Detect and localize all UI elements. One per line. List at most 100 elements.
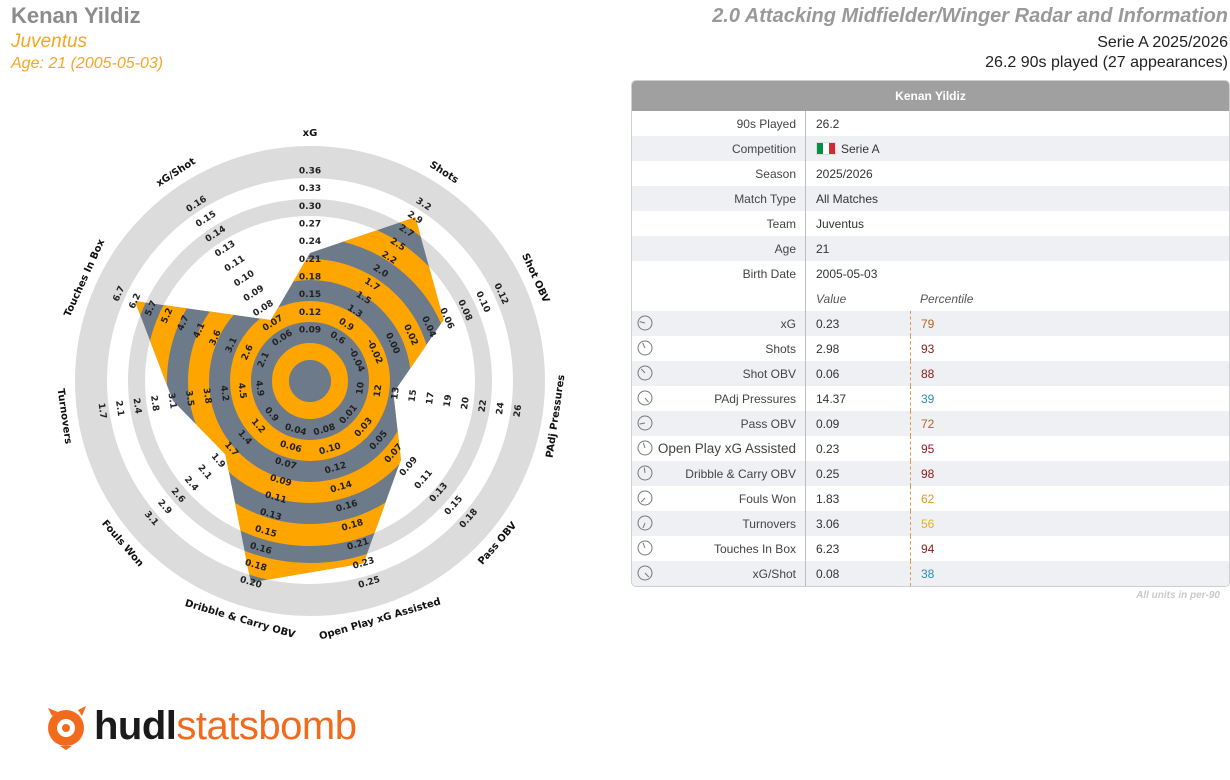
percentile-dial-icon: [637, 465, 653, 481]
metric-row: PAdj Pressures 14.37 39: [632, 386, 1229, 411]
metric-value: 14.37: [816, 391, 847, 406]
metric-value: 0.08: [816, 566, 840, 581]
radar-tick-label: 0.15: [299, 290, 321, 300]
radar-title: 2.0 Attacking Midfielder/Winger Radar an…: [712, 5, 1228, 27]
metric-percentile-text: 72: [921, 416, 935, 431]
radar-tick-label: 0.21: [299, 255, 321, 265]
info-empty: [910, 236, 1210, 261]
metric-label: Dribble & Carry OBV: [632, 461, 806, 486]
radar-tick-label: 17: [425, 391, 437, 405]
radar-tick-label: 0.09: [398, 455, 420, 478]
radar-tick-label: 3.8: [201, 387, 213, 404]
metric-value: 1.83: [816, 491, 840, 506]
radar-tick-label: 0.24: [299, 237, 321, 247]
metric-percentile-text: 95: [921, 441, 935, 456]
info-value-text: Serie A: [841, 141, 880, 156]
radar-axis-label: Turnovers: [55, 388, 74, 445]
metric-label: Open Play xG Assisted: [632, 436, 806, 461]
metric-header-row: Value Percentile: [632, 286, 1229, 311]
info-row: Competition Serie A: [632, 136, 1229, 161]
percentile-dial-icon: [637, 565, 653, 581]
radar-tick-label: 1.9: [209, 452, 227, 471]
metric-row: Fouls Won 1.83 62: [632, 486, 1229, 511]
statsbomb-logo-icon: [48, 706, 86, 750]
radar-tick-label: 12: [373, 384, 385, 398]
info-label: Match Type: [632, 186, 806, 211]
radar-tick-label: 0.09: [242, 284, 266, 304]
metric-label-text: Dribble & Carry OBV: [685, 466, 796, 481]
value-column-header: Value: [816, 291, 847, 306]
radar-tick-label: 20: [460, 396, 472, 410]
radar-tick-label: 3.5: [183, 390, 195, 407]
info-value-text: 21: [816, 241, 830, 256]
radar-tick-label: 0.18: [299, 273, 321, 283]
metric-row: xG/Shot 0.08 38: [632, 561, 1229, 586]
info-value: 2025/2026: [806, 161, 910, 186]
radar-tick-label: 0.11: [413, 468, 435, 491]
info-value: 2005-05-03: [806, 261, 910, 286]
metric-row: Pass OBV 0.09 72: [632, 411, 1229, 436]
metric-percentile: 79: [910, 311, 1210, 336]
metric-percentile: 88: [910, 361, 1210, 386]
metric-label-text: PAdj Pressures: [714, 391, 796, 406]
info-empty: [910, 186, 1210, 211]
metric-label: Fouls Won: [632, 486, 806, 511]
metric-label: Touches In Box: [632, 536, 806, 561]
metric-value: 2.98: [816, 341, 840, 356]
percentile-dial-icon: [637, 515, 653, 531]
metric-value: 0.23: [816, 316, 840, 331]
radar-tick-label: 0.12: [299, 308, 321, 318]
percentile-column-header: Percentile: [920, 291, 974, 306]
metric-percentile: 39: [910, 386, 1210, 411]
metric-label-text: xG/Shot: [752, 566, 796, 581]
info-label: Team: [632, 211, 806, 236]
metric-label: Shots: [632, 336, 806, 361]
info-label: Age: [632, 236, 806, 261]
metric-percentile: 72: [910, 411, 1210, 436]
radar-tick-label: 0.36: [299, 167, 321, 177]
metric-row: Shot OBV 0.06 88: [632, 361, 1229, 386]
radar-tick-label: 2.1: [195, 463, 213, 482]
info-empty: [910, 261, 1210, 286]
radar-tick-label: 2.9: [155, 498, 173, 517]
metric-label-text: Shot OBV: [742, 366, 796, 381]
percentile-dial-icon: [637, 490, 653, 506]
logo-text-statsbomb: statsbomb: [176, 704, 357, 748]
info-empty: [910, 161, 1210, 186]
metric-label: Pass OBV: [632, 411, 806, 436]
radar-tick-label: 4.5: [235, 382, 247, 399]
metric-label-text: Touches In Box: [713, 541, 796, 556]
metric-row: Shots 2.98 93: [632, 336, 1229, 361]
metric-percentile: 38: [910, 561, 1210, 586]
percentile-dial-icon: [637, 315, 653, 331]
player-info-table: Kenan Yildiz 90s Played 26.2 Competition Se…: [631, 80, 1230, 587]
metric-percentile-text: 56: [921, 516, 935, 531]
info-row: Team Juventus: [632, 211, 1229, 236]
radar-tick-label: 22: [478, 399, 490, 413]
info-value-text: 2025/2026: [816, 166, 873, 181]
metric-label-text: Open Play xG Assisted: [657, 441, 796, 456]
info-value: All Matches: [806, 186, 910, 211]
metric-value: 6.23: [816, 541, 840, 556]
metric-percentile: 56: [910, 511, 1210, 536]
metric-header-label: [632, 286, 806, 311]
italy-flag-icon: [816, 142, 836, 155]
metric-label: Shot OBV: [632, 361, 806, 386]
info-label: 90s Played: [632, 111, 806, 136]
percentile-dial-icon: [637, 415, 653, 431]
metric-label-text: Shots: [765, 341, 796, 356]
player-age: Age: 21 (2005-05-03): [11, 55, 164, 72]
radar-background-ring: [75, 146, 545, 616]
metric-percentile-text: 94: [921, 541, 935, 556]
radar-orange-band: [272, 343, 348, 419]
metric-value: 0.09: [816, 416, 840, 431]
metric-label: xG: [632, 311, 806, 336]
radar-tick-label: 0.33: [299, 184, 321, 194]
radar-tick-label: 24: [495, 402, 507, 416]
info-value: 21: [806, 236, 910, 261]
percentile-dial-icon: [637, 365, 653, 381]
metric-percentile-text: 98: [921, 466, 935, 481]
info-row: Match Type All Matches: [632, 186, 1229, 211]
table-title: Kenan Yildiz: [632, 81, 1229, 111]
metric-value: 0.06: [816, 366, 840, 381]
